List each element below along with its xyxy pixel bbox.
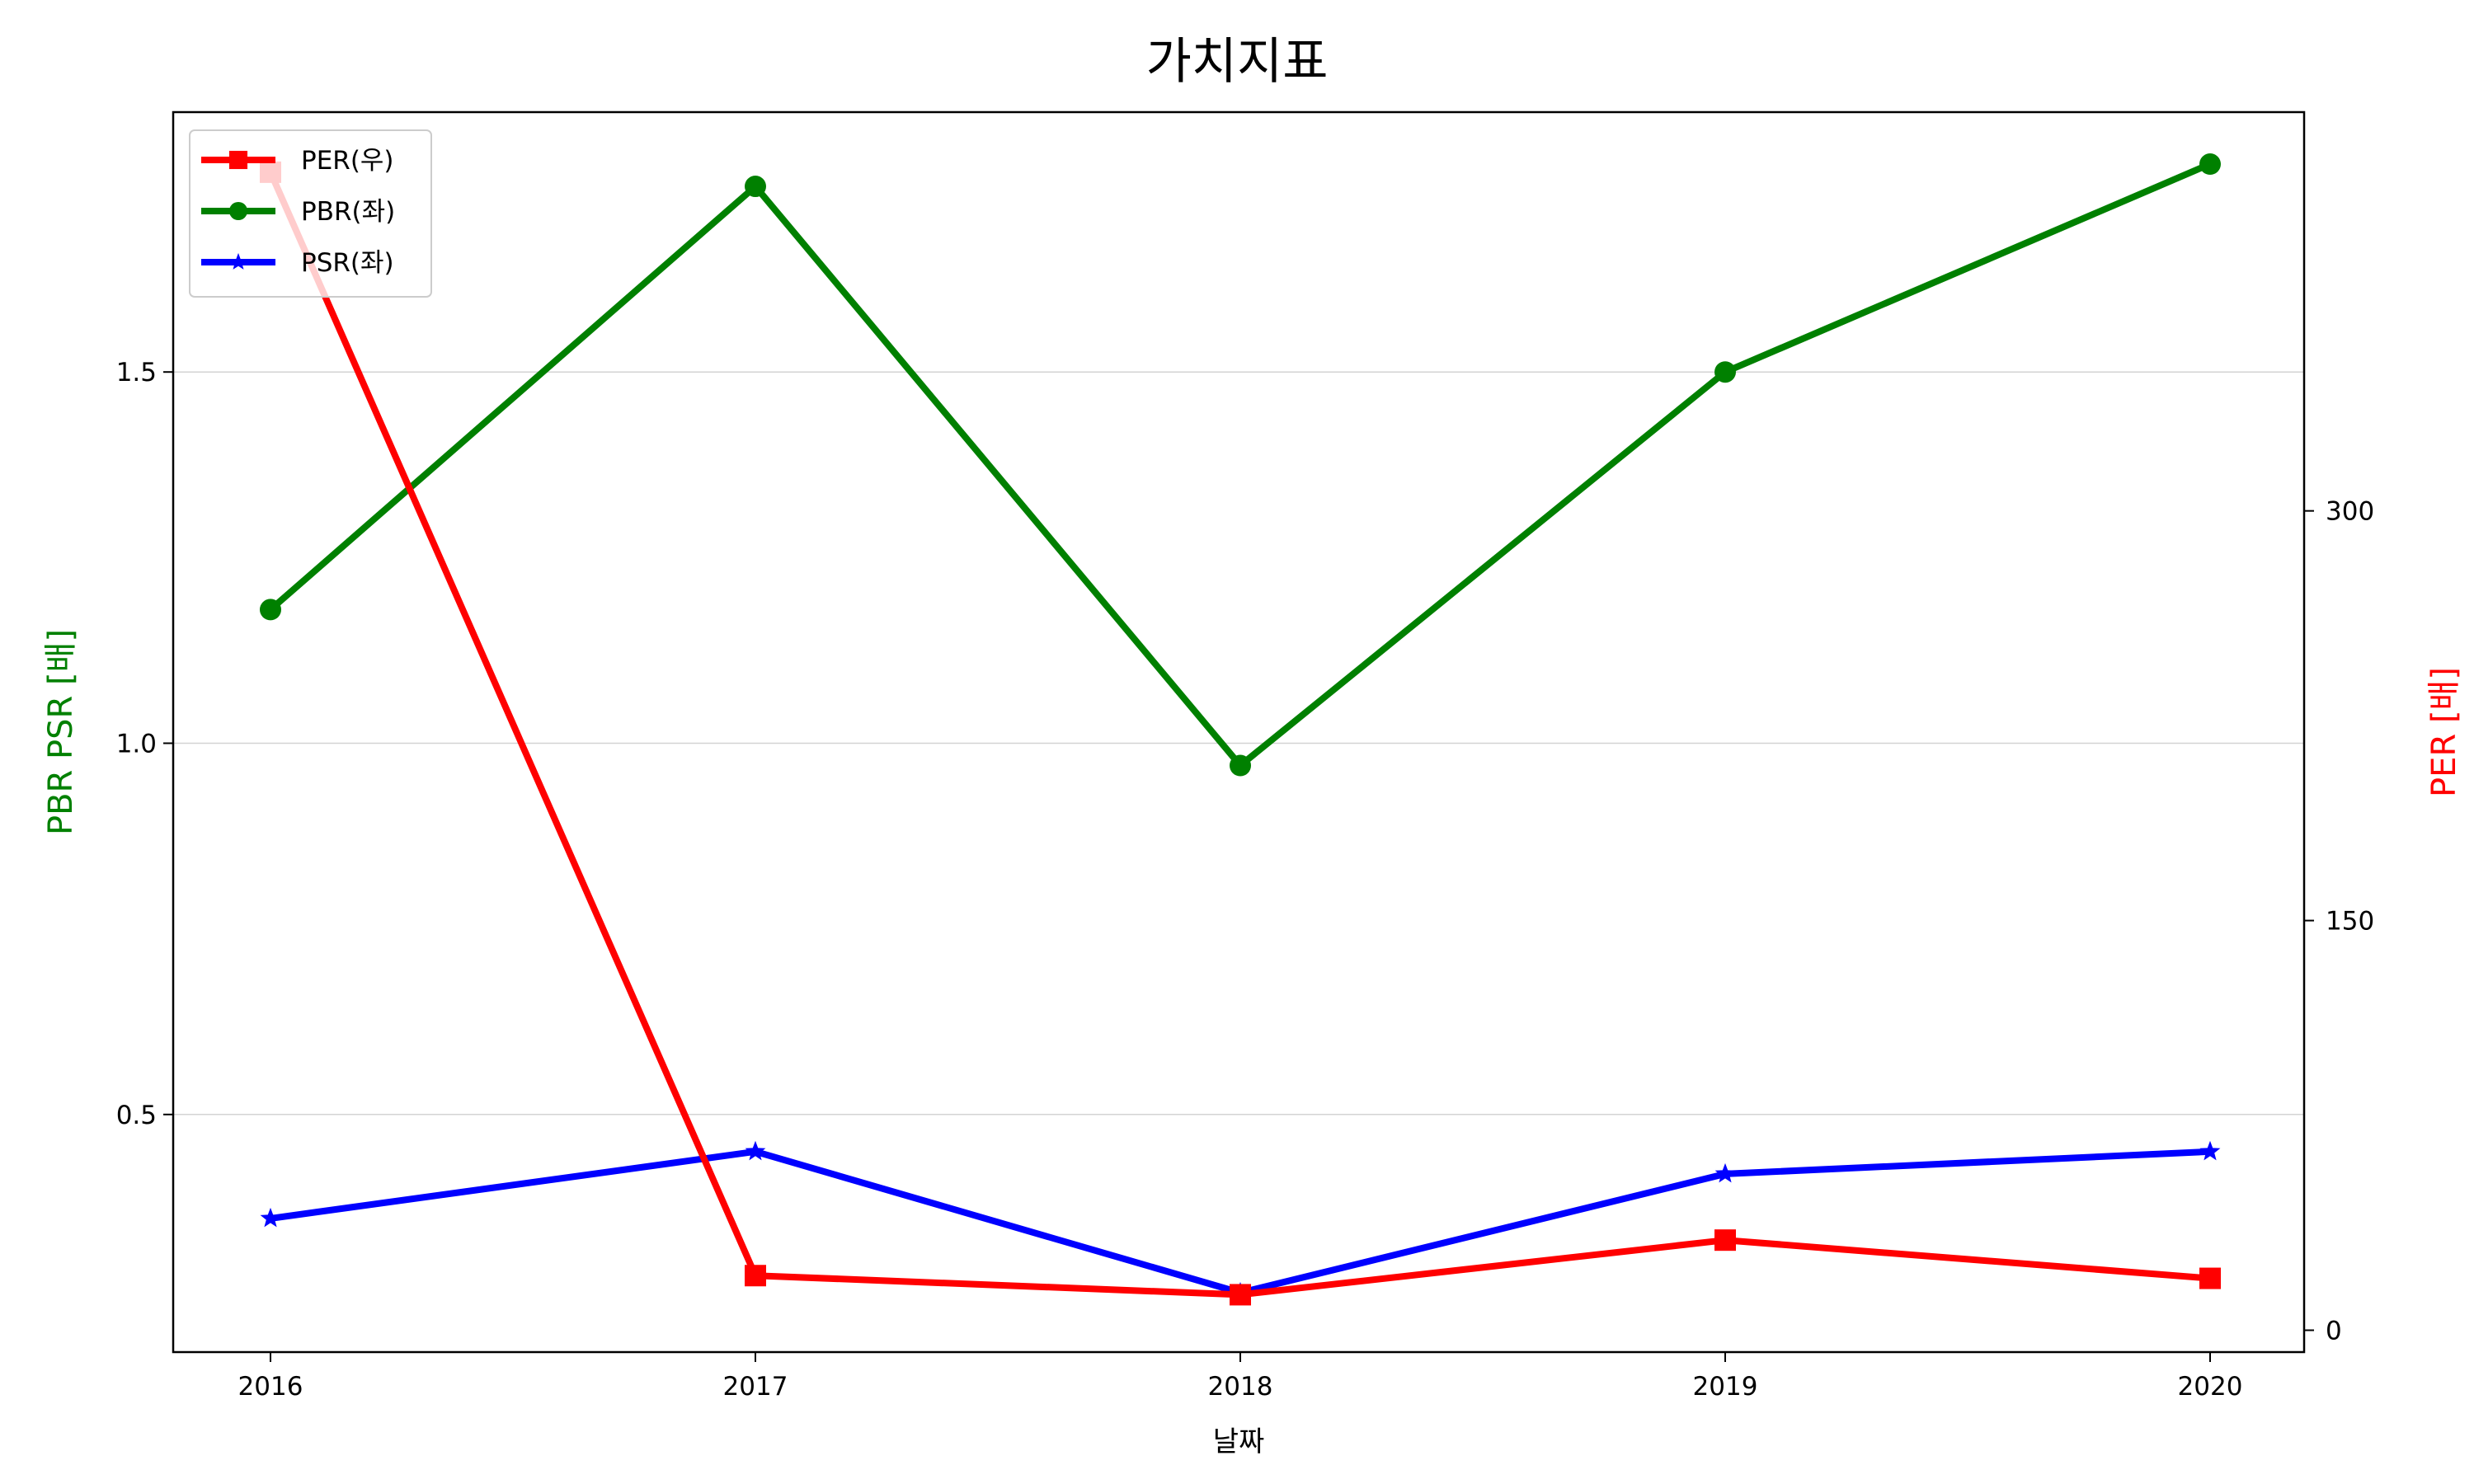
- series-layer: [260, 153, 2221, 1306]
- data-point: [745, 176, 766, 198]
- x-tick-label: 2016: [238, 1372, 303, 1402]
- grid-layer: [173, 371, 2304, 1115]
- x-axis-label: 날짜: [1213, 1425, 1265, 1458]
- data-point: [2199, 153, 2221, 176]
- data-point: [1714, 361, 1736, 383]
- y-left-tick-label: 1.5: [116, 358, 157, 387]
- x-tick-label: 2020: [2178, 1372, 2243, 1402]
- x-tick-label: 2018: [1208, 1372, 1273, 1402]
- legend-label: PER(우): [301, 146, 394, 176]
- data-point: [1714, 1162, 1736, 1183]
- data-point: [745, 1140, 766, 1161]
- y-left-tick-label: 0.5: [116, 1101, 157, 1130]
- series-circle: [260, 153, 2221, 777]
- legend-marker: [228, 150, 248, 170]
- data-point: [2199, 1140, 2221, 1161]
- data-point: [1714, 1229, 1736, 1252]
- y-axis-left: 0.5 1.0 1.5: [116, 358, 173, 1130]
- legend-label: PSR(좌): [301, 248, 394, 278]
- legend: PER(우) PBR(좌) PSR(좌): [189, 129, 432, 298]
- data-point: [1230, 754, 1251, 777]
- y-axis-right-label: PER [배]: [2425, 667, 2463, 797]
- x-tick-label: 2017: [723, 1372, 788, 1402]
- legend-marker: [228, 201, 248, 221]
- y-axis-right: 0 150 300: [2304, 497, 2374, 1345]
- y-axis-left-label: PBR PSR [배]: [42, 629, 80, 835]
- data-point: [260, 599, 281, 621]
- data-point: [260, 1207, 281, 1228]
- legend-marker: [229, 252, 247, 270]
- plot-frame: [172, 110, 2306, 1354]
- data-point: [745, 1265, 766, 1287]
- legend-box: [189, 129, 432, 298]
- legend-label: PBR(좌): [301, 197, 395, 227]
- chart-title: 가치지표: [1146, 33, 1329, 91]
- data-point: [2199, 1267, 2221, 1289]
- y-right-tick-label: 150: [2326, 907, 2374, 937]
- y-right-tick-label: 300: [2326, 497, 2374, 527]
- y-left-tick-label: 1.0: [116, 730, 157, 759]
- data-point: [1230, 1284, 1251, 1306]
- x-tick-label: 2019: [1693, 1372, 1758, 1402]
- x-axis: 2016 2017 2018 2019 2020: [238, 1352, 2243, 1402]
- y-right-tick-label: 0: [2326, 1316, 2342, 1345]
